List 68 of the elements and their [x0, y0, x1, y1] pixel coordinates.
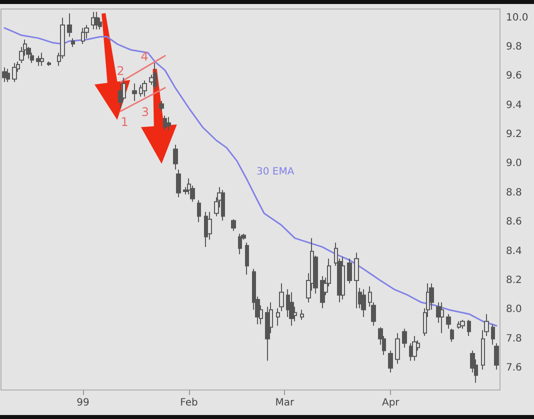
y-tick-label: 9.2 — [506, 129, 522, 140]
candlestick — [402, 328, 407, 348]
candlestick — [166, 116, 171, 131]
candlestick — [457, 320, 461, 330]
candlestick — [467, 319, 471, 336]
candlestick — [197, 200, 201, 223]
x-tick-label: Feb — [180, 398, 198, 408]
candlestick — [47, 61, 51, 66]
candlestick — [412, 335, 417, 362]
x-tick-label: Mar — [275, 398, 295, 408]
candlestick — [139, 84, 143, 98]
line-series — [4, 27, 498, 327]
candlestick — [159, 100, 164, 112]
y-tick-label: 8.0 — [506, 304, 522, 316]
y-tick-label: 8.4 — [506, 246, 522, 257]
annotation: 1 — [120, 115, 128, 130]
annotation: 4 — [140, 49, 148, 64]
y-tick-label: 7.8 — [506, 333, 522, 344]
candlestick — [265, 306, 270, 362]
candlestick — [361, 288, 366, 318]
candlestick — [231, 218, 236, 232]
candlestick — [221, 190, 225, 222]
x-tick-label: 99 — [76, 398, 90, 408]
y-tick-label: 9.0 — [506, 158, 522, 170]
candlestick — [36, 55, 41, 66]
y-tick-label: 8.2 — [506, 275, 522, 286]
y-tick-label: 8.6 — [506, 216, 522, 228]
candlestick — [238, 233, 242, 255]
candlestick — [176, 169, 181, 198]
candlestick — [347, 258, 352, 284]
candlestick — [300, 309, 304, 320]
candlestick — [446, 314, 451, 330]
candlestick — [2, 66, 7, 82]
y-tick-label: 9.6 — [506, 70, 522, 82]
y-tick-label: 10.0 — [506, 12, 528, 24]
candlestick — [12, 62, 17, 82]
candlestick — [276, 308, 280, 326]
candlestick — [279, 282, 284, 312]
candlestick — [341, 256, 345, 300]
candlestick — [354, 252, 359, 309]
candlestick — [491, 324, 495, 346]
y-tick-label: 9.4 — [506, 100, 522, 111]
candlestick — [142, 80, 147, 98]
series-label: 30 EMA — [256, 166, 294, 178]
candlestick — [67, 12, 72, 38]
candlestick — [440, 302, 444, 334]
candlestick — [494, 342, 499, 370]
candlestick — [71, 38, 75, 48]
candlestick — [40, 52, 44, 66]
candlestick — [94, 11, 99, 30]
candlestick — [6, 68, 10, 82]
y-tick-label: 7.6 — [506, 362, 522, 374]
candlestick — [395, 332, 400, 364]
y-tick-label: 8.8 — [506, 187, 522, 198]
candlestick — [460, 319, 465, 330]
candlestick — [132, 82, 137, 102]
x-tick-label: Apr — [382, 398, 400, 408]
y-tick-label: 9.8 — [506, 41, 522, 52]
candlestick — [173, 144, 178, 170]
candlestick — [289, 292, 294, 326]
candlestick — [153, 62, 157, 90]
candlestick — [388, 350, 393, 373]
candlestick — [450, 328, 454, 342]
annotation: 2 — [116, 64, 124, 78]
candlestick — [245, 242, 249, 276]
annotation: 3 — [141, 104, 149, 119]
candlestick — [163, 115, 167, 131]
candlestick — [81, 27, 85, 45]
